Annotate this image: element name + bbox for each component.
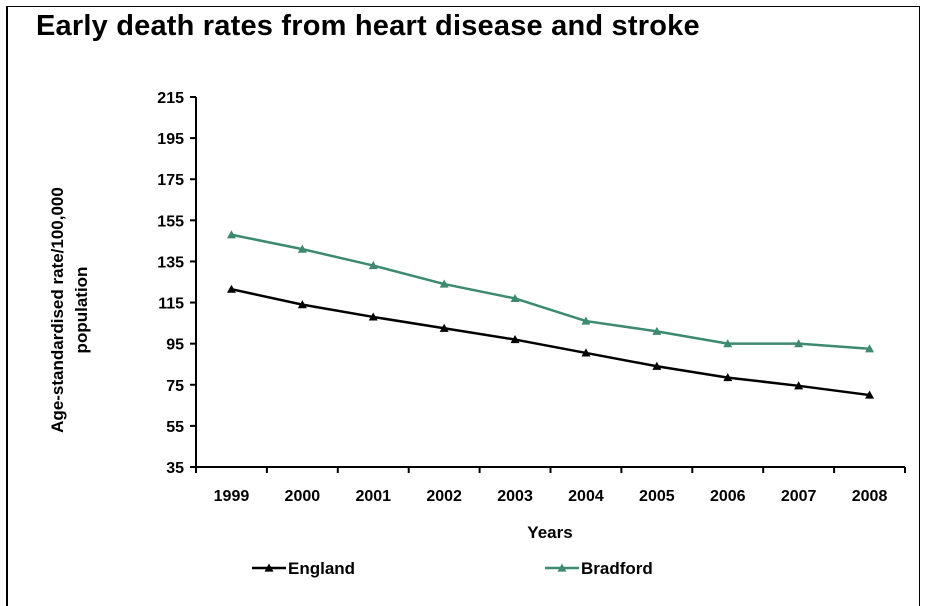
x-tick-label: 2007 bbox=[781, 488, 817, 505]
x-tick-label: 2003 bbox=[497, 488, 533, 505]
data-point-bradford bbox=[581, 316, 591, 325]
data-point-bradford bbox=[368, 261, 378, 270]
tick-labels: 35 55 75 95 115 135 155 175 195 215 1999 2000 2001 20… bbox=[157, 90, 887, 505]
x-tick-label: 2008 bbox=[852, 488, 888, 505]
legend-label: Bradford bbox=[581, 559, 653, 578]
data-point-bradford bbox=[226, 230, 236, 239]
axes bbox=[190, 96, 906, 473]
series-lines bbox=[231, 233, 870, 397]
y-tick-label: 215 bbox=[157, 90, 184, 107]
y-tick-label: 155 bbox=[157, 213, 184, 230]
data-points bbox=[226, 230, 875, 399]
line-chart: 35 55 75 95 115 135 155 175 195 215 1999 2000 2001 20… bbox=[157, 90, 906, 578]
x-tick-label: 2005 bbox=[639, 488, 675, 505]
x-tick-label: 2000 bbox=[285, 488, 321, 505]
data-point-england bbox=[794, 381, 804, 390]
data-point-england bbox=[226, 284, 236, 293]
data-point-bradford bbox=[865, 344, 875, 353]
data-point-england bbox=[652, 361, 662, 370]
y-tick-label: 135 bbox=[157, 254, 184, 271]
data-point-england bbox=[368, 312, 378, 321]
data-point-england bbox=[865, 390, 875, 399]
series-line-england bbox=[231, 287, 870, 397]
x-tick-label: 2001 bbox=[355, 488, 391, 505]
x-axis-label: Years bbox=[527, 523, 572, 542]
data-point-bradford bbox=[439, 279, 449, 288]
x-tick-label: 2004 bbox=[568, 488, 604, 505]
x-tick-label: 2006 bbox=[710, 488, 746, 505]
chart-frame bbox=[6, 6, 920, 606]
y-tick-label: 75 bbox=[166, 378, 184, 395]
y-tick-label: 95 bbox=[166, 337, 184, 354]
y-tick-label: 35 bbox=[166, 460, 184, 477]
data-point-bradford bbox=[297, 244, 307, 253]
legend-marker bbox=[557, 563, 567, 572]
y-tick-label: 115 bbox=[158, 296, 184, 313]
x-tick-label: 2002 bbox=[426, 488, 462, 505]
legend: England Bradford bbox=[252, 559, 653, 578]
data-point-bradford bbox=[510, 293, 520, 303]
data-point-england bbox=[723, 373, 733, 382]
legend-marker bbox=[264, 563, 274, 572]
x-tick-label: 1999 bbox=[214, 488, 250, 505]
data-point-bradford bbox=[794, 339, 804, 348]
data-point-england bbox=[439, 323, 449, 332]
y-tick-label: 175 bbox=[157, 172, 184, 189]
y-tick-label: 195 bbox=[157, 131, 184, 148]
series-line-bradford bbox=[231, 233, 870, 351]
data-point-bradford bbox=[652, 326, 662, 335]
chart-title: Early death rates from heart disease and… bbox=[36, 10, 700, 42]
legend-item-england: England bbox=[252, 559, 355, 578]
data-point-england bbox=[581, 348, 591, 357]
y-tick-label: 55 bbox=[166, 419, 184, 436]
data-point-england bbox=[297, 300, 307, 309]
legend-label: England bbox=[288, 559, 355, 578]
legend-item-bradford: Bradford bbox=[545, 559, 653, 578]
data-point-bradford bbox=[723, 339, 733, 348]
data-point-england bbox=[510, 335, 520, 344]
